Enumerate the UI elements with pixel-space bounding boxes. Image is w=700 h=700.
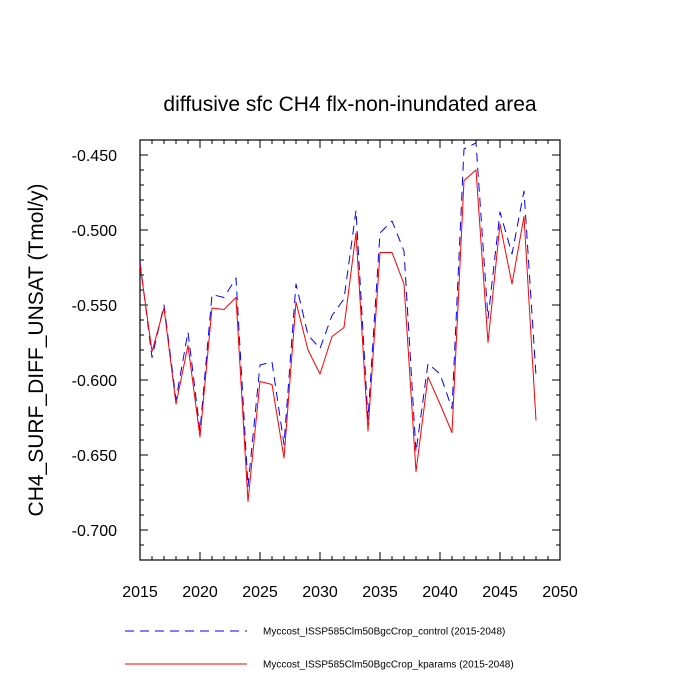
y-tick-label: -0.700	[72, 523, 117, 540]
axis-ticks	[139, 139, 561, 561]
x-tick-label: 2035	[362, 584, 398, 601]
x-tick-label: 2045	[482, 584, 518, 601]
x-tick-labels: 2015 2020 2025 2030 2035 2040 2045 2050	[122, 584, 578, 601]
legend-label-control: Myccost_ISSP585Clm50BgcCrop_control (201…	[263, 627, 505, 638]
y-tick-label: -0.550	[72, 298, 117, 315]
legend: Myccost_ISSP585Clm50BgcCrop_control (201…	[125, 627, 514, 671]
y-axis-label: CH4_SURF_DIFF_UNSAT (Tmol/y)	[25, 184, 48, 517]
x-tick-label: 2030	[302, 584, 338, 601]
x-tick-label: 2040	[422, 584, 458, 601]
legend-label-kparams: Myccost_ISSP585Clm50BgcCrop_kparams (201…	[263, 660, 514, 671]
x-tick-label: 2050	[542, 584, 578, 601]
series-line-kparams	[139, 169, 537, 502]
y-tick-labels: -0.700 -0.650 -0.600 -0.550 -0.500 -0.450	[72, 148, 117, 540]
x-tick-label: 2015	[122, 584, 158, 601]
series-line-control	[139, 142, 537, 487]
y-tick-label: -0.650	[72, 448, 117, 465]
series-lines	[139, 142, 537, 502]
y-tick-label: -0.500	[72, 223, 117, 240]
y-tick-label: -0.450	[72, 148, 117, 165]
x-tick-label: 2025	[242, 584, 278, 601]
x-tick-label: 2020	[182, 584, 218, 601]
chart-title: diffusive sfc CH4 flx-non-inundated area	[163, 93, 536, 116]
plot-frame	[139, 139, 561, 561]
y-tick-label: -0.600	[72, 373, 117, 390]
